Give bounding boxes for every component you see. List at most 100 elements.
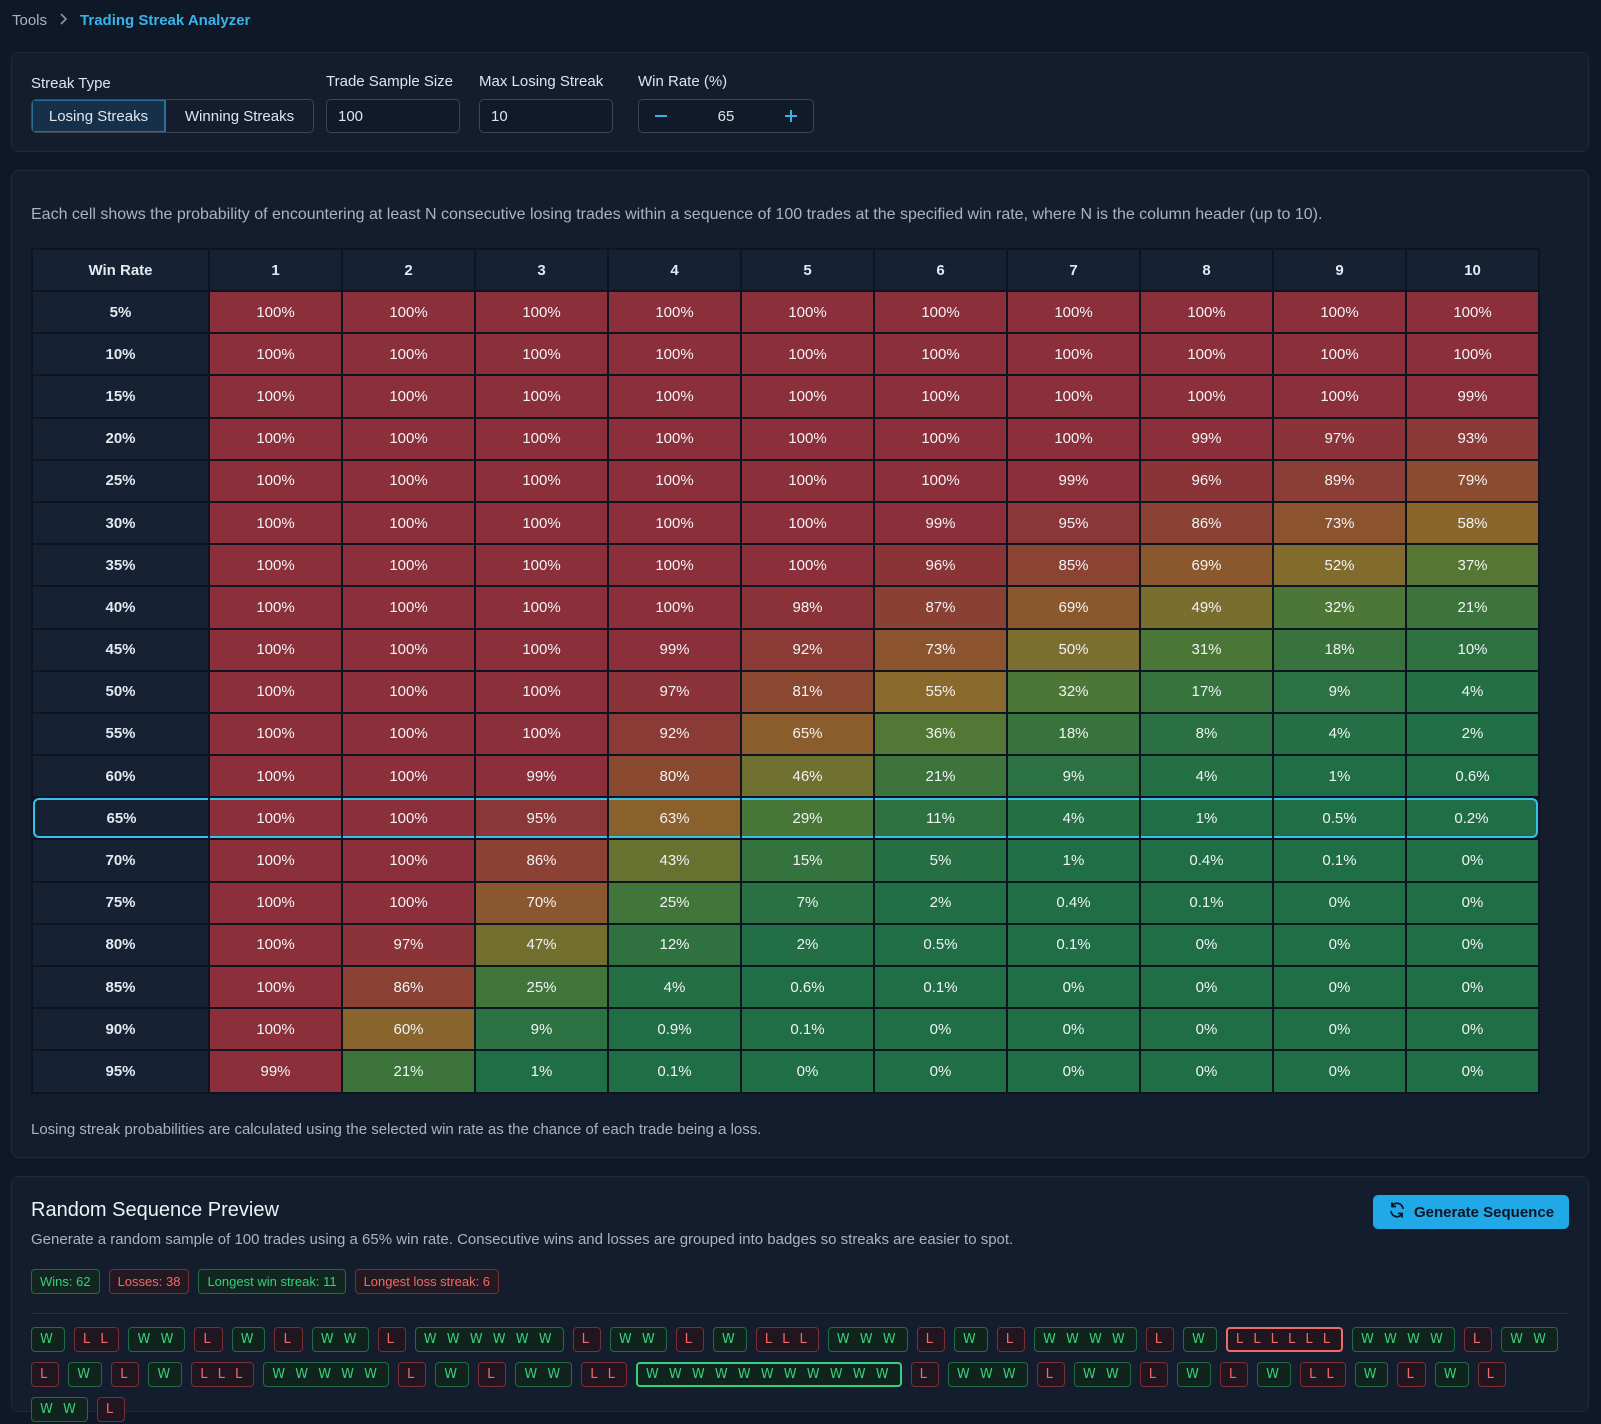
win-streak-badge: W W bbox=[31, 1397, 88, 1422]
probability-cell: 46% bbox=[742, 756, 873, 797]
probability-cell: 0% bbox=[1407, 882, 1538, 923]
table-row[interactable]: 60% 100% 100% 99% 80% 46% 21% 9% 4% 1% 0.6% bbox=[33, 756, 1538, 797]
probability-cell: 99% bbox=[1008, 460, 1139, 501]
probability-cell: 92% bbox=[609, 713, 740, 755]
minus-icon[interactable] bbox=[639, 100, 683, 132]
table-row[interactable]: 90% 100% 60% 9% 0.9% 0.1% 0% 0% 0% 0% 0% bbox=[33, 1009, 1538, 1050]
probability-cell: 100% bbox=[343, 671, 474, 712]
row-label: 65% bbox=[33, 798, 208, 839]
probability-cell: 0.9% bbox=[609, 1009, 740, 1050]
probability-cell: 100% bbox=[476, 502, 607, 544]
table-row[interactable]: 40% 100% 100% 100% 100% 98% 87% 69% 49% 32% 21% bbox=[33, 587, 1538, 628]
breadcrumb-tools[interactable]: Tools bbox=[12, 12, 48, 29]
probability-cell: 100% bbox=[210, 545, 341, 586]
probability-cell: 0.5% bbox=[1274, 798, 1405, 839]
column-header: 5 bbox=[742, 250, 873, 290]
table-row[interactable]: 5% 100% 100% 100% 100% 100% 100% 100% 100% 100% 10… bbox=[33, 292, 1538, 333]
probability-cell: 0% bbox=[1274, 967, 1405, 1008]
matrix-description: Each cell shows the probability of encou… bbox=[31, 206, 1323, 223]
loss-streak-badge: L bbox=[478, 1362, 507, 1387]
probability-cell: 100% bbox=[1141, 334, 1272, 375]
table-row[interactable]: 45% 100% 100% 100% 99% 92% 73% 50% 31% 18% 10% bbox=[33, 629, 1538, 670]
sample-size-input[interactable]: 100 bbox=[326, 99, 460, 133]
probability-cell: 100% bbox=[1407, 292, 1538, 333]
row-label: 50% bbox=[33, 671, 208, 712]
probability-cell: 0.1% bbox=[875, 967, 1006, 1008]
row-label: 45% bbox=[33, 629, 208, 670]
probability-cell: 79% bbox=[1407, 460, 1538, 501]
probability-cell: 37% bbox=[1407, 545, 1538, 586]
probability-cell: 100% bbox=[343, 798, 474, 839]
probability-cell: 86% bbox=[1141, 502, 1272, 544]
losing-streaks-button[interactable]: Losing Streaks bbox=[32, 100, 166, 132]
probability-cell: 0.5% bbox=[875, 924, 1006, 965]
win-rate-value[interactable]: 65 bbox=[717, 107, 735, 125]
stat-badge: Wins: 62 bbox=[31, 1269, 100, 1294]
probability-cell: 92% bbox=[742, 629, 873, 670]
table-row[interactable]: 10% 100% 100% 100% 100% 100% 100% 100% 100% 100% 1… bbox=[33, 334, 1538, 375]
stat-badge: Longest loss streak: 6 bbox=[354, 1269, 500, 1294]
probability-cell: 4% bbox=[1141, 756, 1272, 797]
sample-size-label: Trade Sample Size bbox=[326, 73, 454, 90]
probability-cell: 100% bbox=[875, 334, 1006, 375]
probability-cell: 99% bbox=[1141, 418, 1272, 459]
probability-cell: 99% bbox=[875, 502, 1006, 544]
refresh-icon bbox=[1388, 1201, 1406, 1223]
probability-cell: 25% bbox=[476, 967, 607, 1008]
winning-streaks-button[interactable]: Winning Streaks bbox=[184, 107, 295, 125]
column-header: 6 bbox=[875, 250, 1006, 290]
stat-badge: Losses: 38 bbox=[108, 1269, 190, 1294]
row-label: 95% bbox=[33, 1051, 208, 1092]
probability-cell: 0% bbox=[1407, 1051, 1538, 1092]
probability-cell: 0% bbox=[875, 1051, 1006, 1092]
probability-cell: 95% bbox=[476, 798, 607, 839]
loss-streak-badge: L bbox=[111, 1362, 140, 1387]
probability-cell: 100% bbox=[875, 460, 1006, 501]
row-label: 70% bbox=[33, 840, 208, 881]
loss-streak-badge: L bbox=[910, 1362, 939, 1387]
table-row[interactable]: 65% 100% 100% 95% 63% 29% 11% 4% 1% 0.5% 0.2% bbox=[33, 798, 1538, 839]
probability-cell: 0.2% bbox=[1407, 798, 1538, 839]
table-row[interactable]: 85% 100% 86% 25% 4% 0.6% 0.1% 0% 0% 0% 0% bbox=[33, 967, 1538, 1008]
probability-cell: 0% bbox=[1008, 1009, 1139, 1050]
plus-icon[interactable] bbox=[769, 100, 813, 132]
probability-cell: 63% bbox=[609, 798, 740, 839]
probability-cell: 100% bbox=[210, 882, 341, 923]
probability-cell: 15% bbox=[742, 840, 873, 881]
breadcrumb-current: Trading Streak Analyzer bbox=[80, 12, 251, 29]
table-row[interactable]: 80% 100% 97% 47% 12% 2% 0.5% 0.1% 0% 0% 0% bbox=[33, 924, 1538, 965]
row-label: 35% bbox=[33, 545, 208, 586]
probability-cell: 100% bbox=[609, 418, 740, 459]
probability-cell: 1% bbox=[1141, 798, 1272, 839]
table-row[interactable]: 95% 99% 21% 1% 0.1% 0% 0% 0% 0% 0% 0% bbox=[33, 1051, 1538, 1092]
table-row[interactable]: 75% 100% 100% 70% 25% 7% 2% 0.4% 0.1% 0% 0% bbox=[33, 882, 1538, 923]
table-row[interactable]: 55% 100% 100% 100% 92% 65% 36% 18% 8% 4% 2% bbox=[33, 713, 1538, 755]
table-row[interactable]: 30% 100% 100% 100% 100% 100% 99% 95% 86% 73% 58% bbox=[33, 502, 1538, 544]
probability-cell: 21% bbox=[343, 1051, 474, 1092]
win-streak-badge: W bbox=[712, 1327, 747, 1352]
probability-cell: 96% bbox=[1141, 460, 1272, 501]
probability-cell: 99% bbox=[210, 1051, 341, 1092]
table-header-row: Win Rate 1 2 3 4 5 6 7 8 9 10 bbox=[33, 250, 1538, 290]
probability-cell: 100% bbox=[742, 460, 873, 501]
probability-cell: 100% bbox=[609, 460, 740, 501]
generate-sequence-button[interactable]: Generate Sequence bbox=[1373, 1195, 1569, 1229]
probability-cell: 4% bbox=[1274, 713, 1405, 755]
probability-cell: 65% bbox=[742, 713, 873, 755]
table-row[interactable]: 50% 100% 100% 100% 97% 81% 55% 32% 17% 9% 4% bbox=[33, 671, 1538, 712]
loss-streak-badge: L bbox=[1477, 1362, 1506, 1387]
probability-cell: 100% bbox=[210, 502, 341, 544]
max-streak-input[interactable]: 10 bbox=[479, 99, 613, 133]
table-row[interactable]: 25% 100% 100% 100% 100% 100% 100% 99% 96% 89% 79% bbox=[33, 460, 1538, 501]
probability-cell: 69% bbox=[1008, 587, 1139, 628]
probability-cell: 5% bbox=[875, 840, 1006, 881]
table-row[interactable]: 70% 100% 100% 86% 43% 15% 5% 1% 0.4% 0.1% 0% bbox=[33, 840, 1538, 881]
table-row[interactable]: 20% 100% 100% 100% 100% 100% 100% 100% 99% 97% 93% bbox=[33, 418, 1538, 459]
win-streak-badge: W W bbox=[311, 1327, 369, 1352]
table-row[interactable]: 15% 100% 100% 100% 100% 100% 100% 100% 100% 100% 9… bbox=[33, 376, 1538, 417]
table-row[interactable]: 35% 100% 100% 100% 100% 100% 96% 85% 69% 52% 37% bbox=[33, 545, 1538, 586]
loss-streak-badge: L bbox=[1036, 1362, 1065, 1387]
column-header: 1 bbox=[210, 250, 341, 290]
probability-cell: 100% bbox=[609, 334, 740, 375]
loss-streak-badge: L bbox=[572, 1327, 601, 1352]
